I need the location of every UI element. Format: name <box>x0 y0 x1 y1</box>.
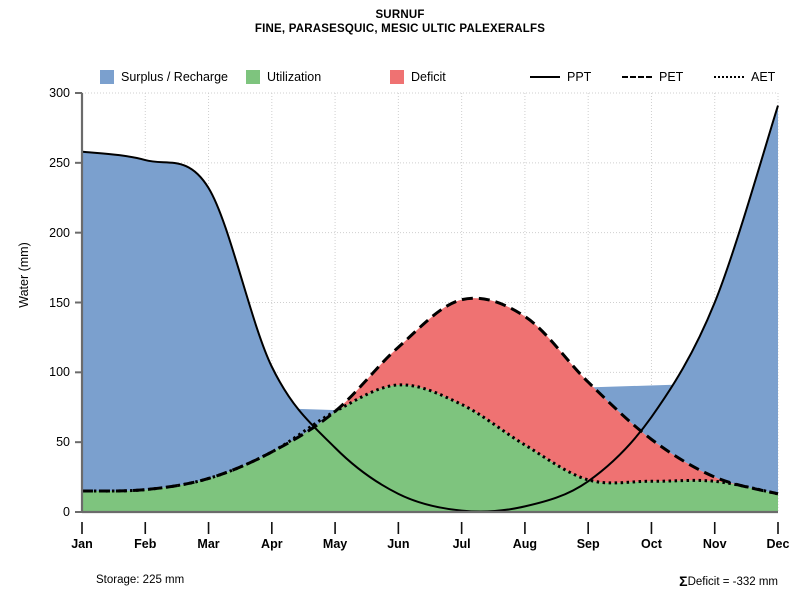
y-tick-250: 250 <box>49 155 70 170</box>
surplus-color-swatch <box>100 70 114 84</box>
legend-label-ppt: PPT <box>567 70 592 84</box>
y-tick-150: 150 <box>49 295 70 310</box>
chart-legend: Surplus / Recharge Utilization Deficit P… <box>100 68 780 88</box>
deficit-note-text: Deficit = -332 mm <box>687 576 778 588</box>
legend-item-surplus: Surplus / Recharge <box>100 68 228 86</box>
x-tick-apr: Apr <box>261 537 283 551</box>
deficit-color-swatch <box>390 70 404 84</box>
legend-label-aet: AET <box>751 70 776 84</box>
deficit-band <box>125 298 775 494</box>
axes <box>75 92 779 534</box>
legend-item-aet: AET <box>714 68 775 86</box>
x-tick-may: May <box>322 537 348 551</box>
data-curves <box>81 105 779 513</box>
x-tick-oct: Oct <box>641 537 662 551</box>
y-tick-300: 300 <box>49 86 70 100</box>
x-tick-feb: Feb <box>134 537 157 551</box>
legend-label-deficit: Deficit <box>411 70 446 84</box>
legend-label-pet: PET <box>659 70 684 84</box>
y-tick-100: 100 <box>49 365 70 380</box>
storage-note: Storage: 225 mm <box>96 574 185 586</box>
x-tick-jun: Jun <box>387 537 410 551</box>
legend-item-utilization: Utilization <box>246 68 321 86</box>
solid-line-icon <box>530 70 560 84</box>
title-line-1: SURNUF <box>375 9 425 21</box>
x-tick-jul: Jul <box>452 537 471 551</box>
dotted-line-icon <box>714 70 744 84</box>
y-tick-50: 50 <box>56 435 70 450</box>
y-tick-200: 200 <box>49 225 70 240</box>
title-line-2: FINE, PARASESQUIC, MESIC ULTIC PALEXERAL… <box>254 23 546 35</box>
x-tick-sep: Sep <box>576 537 600 551</box>
legend-label-utilization: Utilization <box>267 70 322 84</box>
x-tick-mar: Mar <box>197 537 220 551</box>
deficit-note: ΣDeficit = -332 mm <box>679 573 778 589</box>
x-tick-nov: Nov <box>702 537 727 551</box>
sigma-symbol: Σ <box>679 573 688 589</box>
series-line-ppt <box>81 105 779 513</box>
legend-label-surplus: Surplus / Recharge <box>121 70 229 84</box>
x-tick-dec: Dec <box>766 537 790 551</box>
y-tick-0: 0 <box>63 505 70 519</box>
utilization-color-swatch <box>246 70 260 84</box>
dashed-line-icon <box>622 70 652 84</box>
x-tick-aug: Aug <box>512 537 538 551</box>
legend-item-pet: PET <box>622 68 683 86</box>
page-title: SURNUF FINE, PARASESQUIC, MESIC ULTIC PA… <box>0 8 800 36</box>
x-tick-jan: Jan <box>71 537 93 551</box>
legend-item-deficit: Deficit <box>390 68 446 86</box>
series-line-aet <box>81 383 779 496</box>
utilization-band <box>82 384 778 512</box>
legend-item-ppt: PPT <box>530 68 591 86</box>
